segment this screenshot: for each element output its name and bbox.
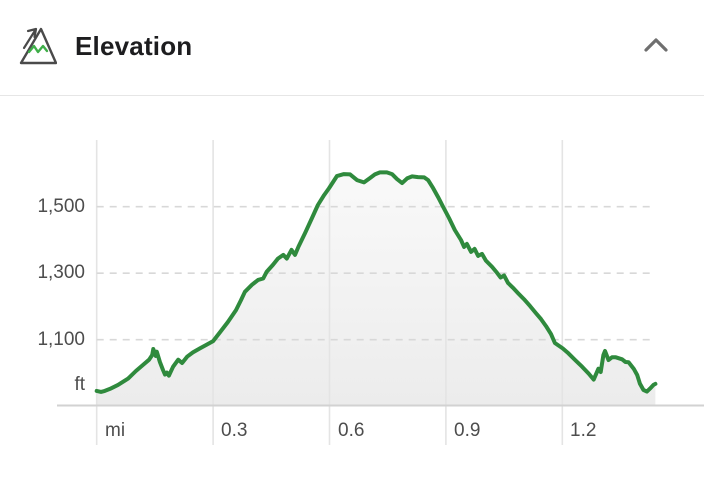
elevation-title: Elevation [75,31,193,61]
mountain-elevation-icon [17,25,58,65]
x-axis-tick-label: 0.9 [454,420,481,441]
header-divider [0,95,704,96]
x-axis-tick-label: 0.6 [338,420,365,441]
y-axis-tick-label: 1,500 [37,196,85,217]
collapse-button[interactable] [634,24,678,68]
elevation-area-fill [96,172,656,406]
elevation-header: Elevation [0,0,704,95]
y-axis-labels: 1,500 1,300 1,100 [0,0,85,480]
x-axis-tick-label: 1.2 [570,420,597,441]
x-axis-tick-label: mi [105,420,126,441]
x-axis-tick-label: 0.3 [221,420,248,441]
y-axis-unit-label: ft [74,374,85,395]
y-axis-tick-label: 1,300 [37,262,85,283]
y-axis-tick-label: 1,100 [37,329,85,350]
elevation-line [94,170,658,394]
chevron-up-icon [644,38,668,52]
